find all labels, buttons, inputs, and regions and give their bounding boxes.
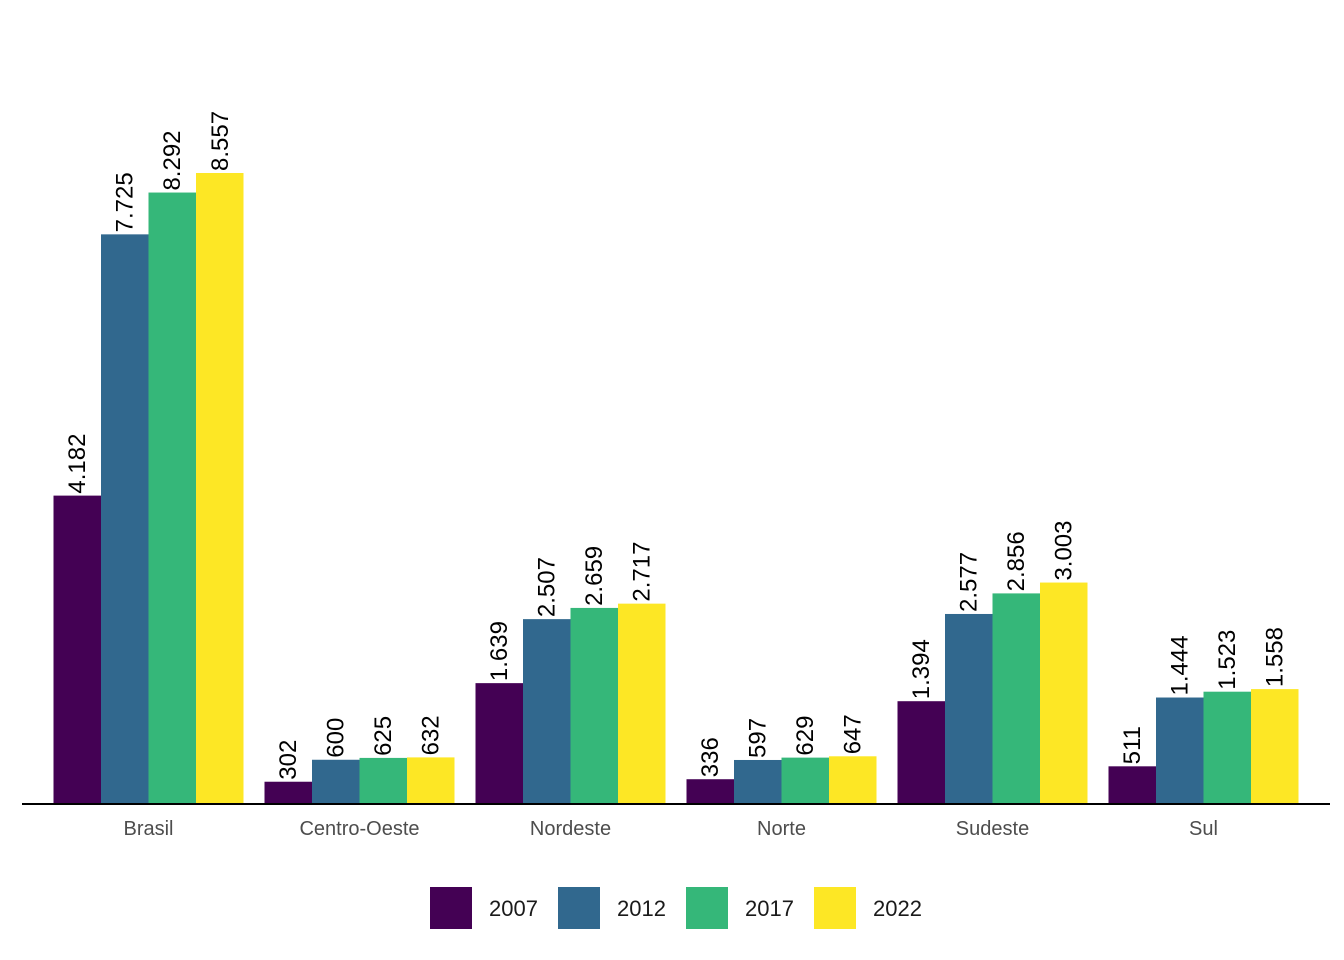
data-label-sul-2017: 1.523: [1214, 630, 1241, 690]
data-label-norte-2017: 629: [792, 716, 819, 756]
data-label-sudeste-2012: 2.577: [956, 552, 983, 612]
data-label-brasil-2007: 4.182: [64, 434, 91, 494]
data-label-norte-2012: 597: [745, 718, 772, 758]
bar-centro-oeste-2012: [312, 759, 360, 804]
bar-sul-2007: [1108, 766, 1156, 804]
legend-key-2022: [814, 887, 856, 929]
bar-sul-2022: [1251, 689, 1299, 804]
data-label-norte-2022: 647: [840, 714, 867, 754]
bar-sul-2012: [1156, 697, 1204, 804]
data-label-centro-oeste-2007: 302: [275, 740, 302, 780]
data-label-nordeste-2007: 1.639: [486, 621, 513, 681]
bar-norte-2022: [829, 756, 877, 804]
x-tick-label-sudeste: Sudeste: [956, 818, 1029, 840]
data-label-nordeste-2017: 2.659: [581, 546, 608, 606]
bar-nordeste-2007: [475, 683, 523, 804]
bar-nordeste-2022: [618, 603, 666, 804]
x-tick-label-brasil: Brasil: [123, 818, 173, 840]
data-label-sudeste-2007: 1.394: [908, 639, 935, 699]
legend-label-2012: 2012: [617, 896, 666, 921]
data-label-sul-2022: 1.558: [1262, 627, 1289, 687]
data-label-norte-2007: 336: [697, 737, 724, 777]
bar-sudeste-2022: [1040, 582, 1088, 804]
bar-centro-oeste-2022: [407, 757, 455, 804]
data-label-sudeste-2022: 3.003: [1051, 520, 1078, 580]
bar-brasil-2007: [53, 495, 101, 804]
x-tick-label-sul: Sul: [1189, 818, 1218, 840]
data-label-sudeste-2017: 2.856: [1003, 531, 1030, 591]
data-label-centro-oeste-2017: 625: [370, 716, 397, 756]
legend-label-2017: 2017: [745, 896, 794, 921]
legend-key-2012: [558, 887, 600, 929]
legend: 2007 2012 2017 2022: [430, 887, 922, 929]
x-tick-label-centro-oeste: Centro-Oeste: [299, 818, 419, 840]
bar-nordeste-2012: [523, 619, 571, 804]
bars-group: [53, 173, 1299, 804]
bar-brasil-2022: [196, 173, 244, 804]
bar-centro-oeste-2007: [264, 781, 312, 804]
data-labels-group: 4.182 7.725 8.292 8.557 302 600 625 632 1.639 2.5…: [64, 111, 1289, 780]
bar-norte-2017: [781, 757, 829, 804]
bar-brasil-2012: [101, 234, 149, 804]
data-label-nordeste-2022: 2.717: [629, 542, 656, 602]
bar-sul-2017: [1203, 691, 1251, 804]
data-label-brasil-2022: 8.557: [207, 111, 234, 171]
x-tick-label-nordeste: Nordeste: [530, 818, 611, 840]
data-label-centro-oeste-2012: 600: [323, 718, 350, 758]
bar-sudeste-2012: [945, 613, 993, 804]
x-tick-label-norte: Norte: [757, 818, 806, 840]
bar-sudeste-2007: [897, 701, 945, 804]
bar-sudeste-2017: [992, 593, 1040, 804]
legend-key-2017: [686, 887, 728, 929]
legend-key-2007: [430, 887, 472, 929]
legend-label-2022: 2022: [873, 896, 922, 921]
data-label-centro-oeste-2022: 632: [418, 715, 445, 755]
data-label-sul-2012: 1.444: [1167, 635, 1194, 695]
data-label-sul-2007: 511: [1119, 726, 1146, 764]
data-label-brasil-2017: 8.292: [159, 130, 186, 190]
bar-centro-oeste-2017: [359, 757, 407, 804]
data-label-brasil-2012: 7.725: [112, 172, 139, 232]
x-axis-ticks: Brasil Centro-Oeste Nordeste Norte Sudeste Su…: [123, 818, 1217, 840]
bar-norte-2012: [734, 759, 782, 804]
legend-label-2007: 2007: [489, 896, 538, 921]
bar-norte-2007: [686, 779, 734, 804]
bar-brasil-2017: [148, 192, 196, 804]
data-label-nordeste-2012: 2.507: [534, 557, 561, 617]
bar-nordeste-2017: [570, 607, 618, 804]
